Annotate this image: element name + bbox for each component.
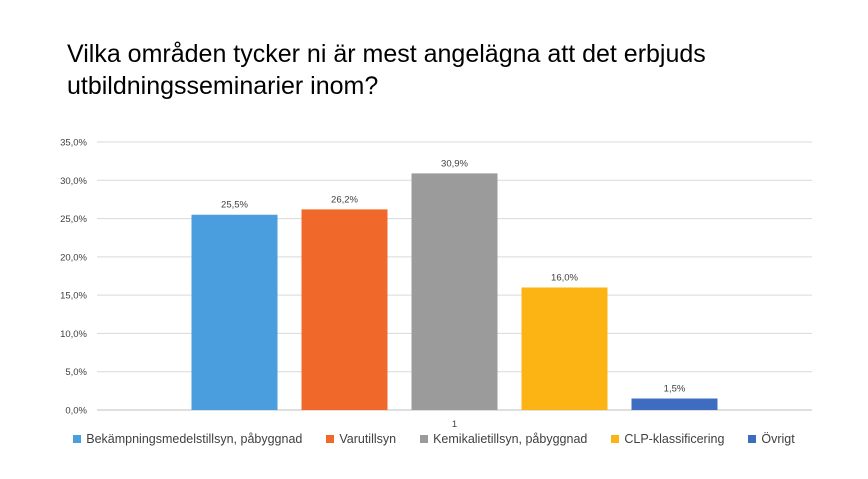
bar <box>411 173 498 410</box>
bar <box>301 209 388 410</box>
legend-item: Övrigt <box>748 432 795 446</box>
legend-swatch <box>326 435 335 443</box>
bar <box>631 398 718 410</box>
data-label: 16,0% <box>551 272 578 283</box>
chart-title: Vilka områden tycker ni är mest angelägn… <box>67 40 706 100</box>
legend-item: Bekämpningsmedelstillsyn, påbyggnad <box>73 432 302 446</box>
legend-item: CLP-klassificering <box>611 432 724 446</box>
data-label: 1,5% <box>664 384 686 395</box>
legend-label: Bekämpningsmedelstillsyn, påbyggnad <box>86 432 303 446</box>
bar <box>191 214 278 410</box>
bar <box>521 287 608 410</box>
y-tick-label: 10,0% <box>60 329 87 340</box>
legend-item: Varutillsyn <box>326 432 396 446</box>
y-tick-label: 25,0% <box>60 214 87 225</box>
x-tick-label: 1 <box>452 419 457 430</box>
legend-label: Kemikalietillsyn, påbyggnad <box>433 432 588 446</box>
legend-swatch <box>611 435 620 443</box>
data-label: 25,5% <box>221 200 248 211</box>
legend-swatch <box>748 435 757 443</box>
y-tick-label: 15,0% <box>60 291 87 302</box>
y-tick-label: 30,0% <box>60 176 87 187</box>
y-tick-label: 35,0% <box>60 138 87 149</box>
legend-item: Kemikalietillsyn, påbyggnad <box>420 432 587 446</box>
legend-label: CLP-klassificering <box>624 432 725 446</box>
legend-label: Varutillsyn <box>339 432 397 446</box>
data-label: 30,9% <box>441 158 468 169</box>
y-tick-label: 5,0% <box>65 367 87 378</box>
legend-swatch <box>420 435 429 443</box>
y-tick-label: 0,0% <box>65 406 87 417</box>
legend-label: Övrigt <box>761 432 795 446</box>
chart-legend: Bekämpningsmedelstillsyn, påbyggnad Varut… <box>0 432 868 446</box>
legend-swatch <box>73 435 82 443</box>
y-tick-label: 20,0% <box>60 252 87 263</box>
data-label: 26,2% <box>331 194 358 205</box>
